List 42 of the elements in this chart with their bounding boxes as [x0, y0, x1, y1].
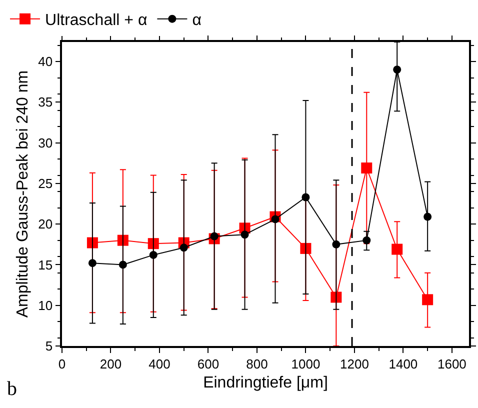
point: [393, 66, 402, 74]
point: [422, 294, 434, 306]
x-tick-label: 800: [246, 356, 268, 372]
point: [118, 260, 127, 269]
y-tick-label: 40: [38, 54, 53, 70]
point: [362, 236, 371, 244]
x-axis-title: Eindringtiefe [μm]: [203, 374, 328, 392]
point: [361, 162, 372, 174]
point: [424, 212, 432, 221]
point: [300, 242, 312, 254]
legend-label: Ultraschall + α: [45, 12, 148, 30]
legend-label: α: [192, 12, 202, 30]
y-tick-label: 25: [38, 176, 53, 191]
point: [330, 292, 342, 303]
x-tick-label: 1600: [437, 356, 466, 372]
x-tick-label: 600: [197, 356, 220, 372]
y-tick-label: 20: [38, 216, 53, 232]
x-tick-label: 1200: [340, 356, 369, 372]
y-axis-title: Amplitude Gauss-Peak bei 240 nm: [14, 70, 32, 318]
y-tick-label: 30: [38, 135, 53, 150]
text: b: [7, 378, 17, 400]
point: [148, 238, 159, 250]
point: [180, 244, 188, 252]
point: [392, 244, 403, 255]
point: [86, 237, 98, 248]
point: [240, 230, 249, 239]
y-tick-label: 35: [38, 94, 53, 110]
y-tick-label: 10: [38, 298, 53, 313]
x-tick-label: 200: [100, 356, 122, 372]
point: [210, 232, 218, 240]
point: [271, 215, 280, 224]
point: [332, 240, 340, 248]
point: [302, 193, 310, 202]
x-tick-label: 1000: [291, 356, 320, 372]
point: [117, 234, 128, 246]
point: [149, 250, 158, 259]
x-tick-label: 0: [58, 356, 66, 372]
y-tick-label: 5: [45, 338, 53, 354]
x-tick-label: 1400: [388, 356, 418, 372]
x-tick-label: 400: [148, 356, 170, 372]
y-tick-label: 15: [38, 257, 53, 272]
point: [88, 259, 96, 268]
